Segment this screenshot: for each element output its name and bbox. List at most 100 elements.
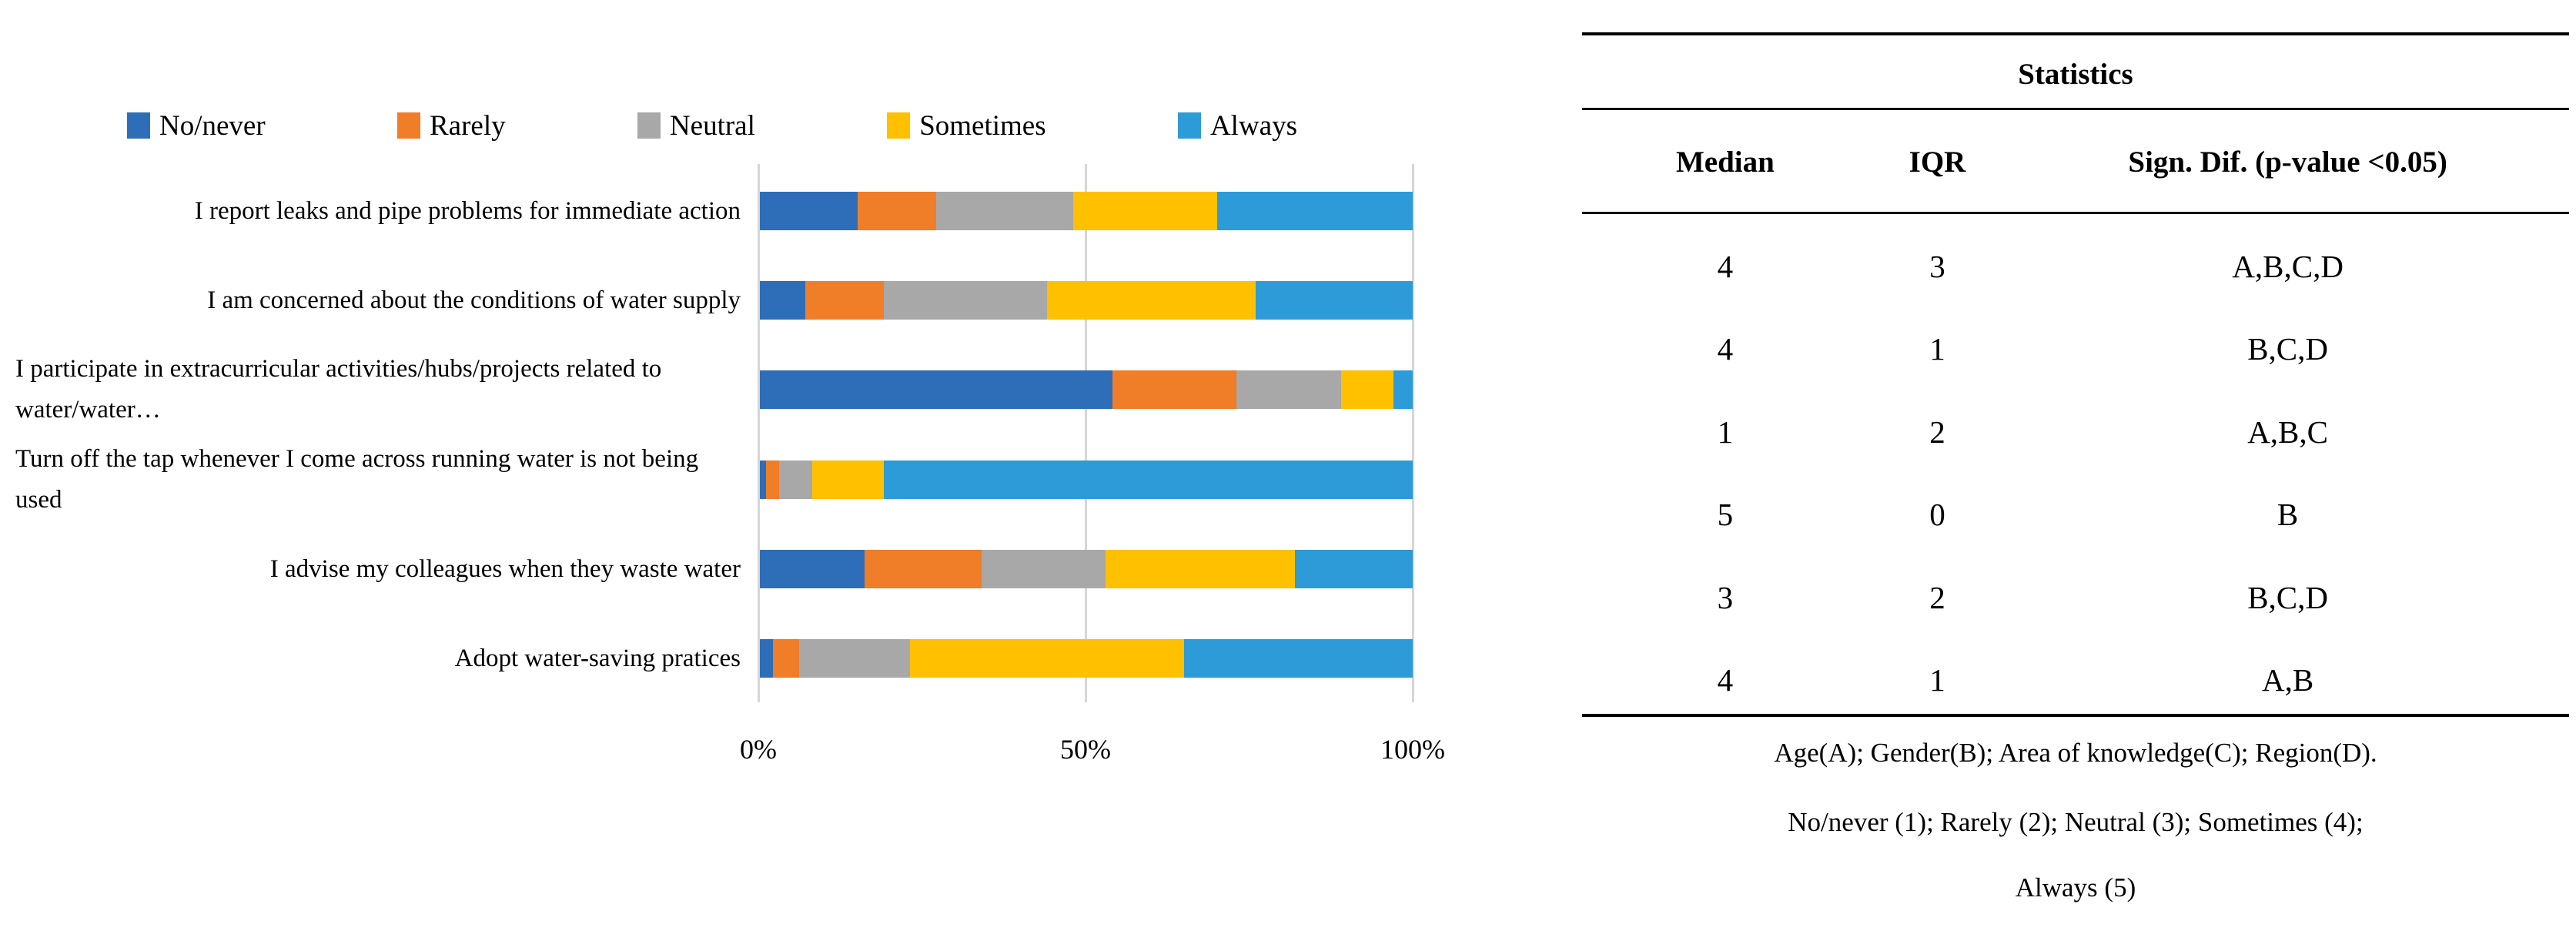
- chart-legend: No/never Rarely Neutral Sometimes Always: [127, 108, 1297, 143]
- bar-segment-rarely: [772, 639, 799, 678]
- bar-segment-sometimes: [910, 639, 1185, 678]
- category-label-text: I participate in extracurricular activit…: [15, 355, 662, 424]
- cell-median: 4: [1717, 331, 1734, 367]
- table-row: 4 1 A,B: [1582, 639, 2569, 722]
- bar-segment-rarely: [864, 550, 982, 588]
- bar-segment-rarely: [766, 460, 780, 499]
- bar-segment-no-never: [760, 370, 1112, 409]
- table-footnote-line-2: No/never (1); Rarely (2); Neutral (3); S…: [1788, 807, 2364, 837]
- x-axis: 0% 50% 100%: [740, 734, 1445, 765]
- category-labels: I report leaks and pipe problems for imm…: [15, 169, 741, 701]
- category-label-text: Turn off the tap whenever I come across …: [15, 445, 699, 514]
- legend-item-always: Always: [1177, 109, 1297, 142]
- legend-swatch-sometimes-icon: [887, 112, 911, 139]
- table-body: 4 3 A,B,C,D 4 1 B,C,D 1 2 A,B,C 5 0 B 3 2 B,C,D 4 1 A,B: [1582, 0, 2569, 931]
- bar-segment-rarely: [805, 281, 885, 320]
- x-axis-tick-label-100: 100%: [1380, 734, 1445, 765]
- table-footnote-line-1: Age(A); Gender(B); Area of knowledge(C);…: [1774, 738, 2377, 768]
- cell-sign-dif: A,B: [2261, 662, 2314, 698]
- legend-label: Always: [1209, 109, 1297, 142]
- table-rule-under-title: [1582, 108, 2569, 110]
- gridline-50: [1084, 164, 1087, 702]
- bar-segment-no-never: [760, 550, 865, 588]
- stacked-bar-chart: No/never Rarely Neutral Sometimes Always I r…: [15, 108, 1445, 765]
- x-axis-tick-label-50: 50%: [1060, 734, 1111, 765]
- cell-median: 4: [1717, 662, 1734, 698]
- bar-segment-neutral: [982, 550, 1106, 588]
- x-axis-tick-label-0: 0%: [740, 734, 777, 765]
- cell-median: 3: [1717, 579, 1734, 615]
- legend-swatch-neutral-icon: [637, 112, 661, 139]
- cell-iqr: 0: [1929, 497, 1945, 532]
- category-label: I advise my colleagues when they waste w…: [15, 527, 741, 611]
- bar-row-5: [760, 550, 1413, 588]
- bar-row-1: [760, 192, 1413, 230]
- bar-segment-neutral: [1236, 370, 1341, 409]
- column-header-sign-dif: Sign. Dif. (p-value <0.05): [2128, 145, 2447, 179]
- column-header-median: Median: [1675, 145, 1775, 179]
- cell-sign-dif: B,C,D: [2247, 579, 2328, 615]
- bar-segment-sometimes: [1047, 281, 1256, 320]
- category-label: Adopt water-saving pratices: [15, 616, 741, 701]
- bar-segment-always: [884, 460, 1413, 499]
- bar-segment-neutral: [884, 281, 1048, 320]
- bar-segment-always: [1295, 550, 1413, 588]
- cell-iqr: 3: [1929, 248, 1945, 284]
- bar-segment-always: [1393, 370, 1413, 409]
- legend-label: Rarely: [429, 109, 506, 142]
- bar-row-3: [760, 370, 1413, 409]
- table-row: 3 2 B,C,D: [1582, 556, 2569, 638]
- bar-segment-neutral: [798, 639, 911, 678]
- category-label-text: I report leaks and pipe problems for imm…: [194, 196, 741, 225]
- bar-segment-rarely: [858, 192, 936, 230]
- bar-segment-no-never: [760, 192, 858, 230]
- bar-row-6: [760, 639, 1413, 678]
- bar-segment-sometimes: [811, 460, 885, 499]
- plot-area: [757, 164, 1414, 702]
- cell-sign-dif: A,B,C,D: [2232, 248, 2343, 284]
- column-header-iqr: IQR: [1909, 145, 1966, 179]
- bar-segment-sometimes: [1106, 550, 1296, 588]
- table-footnote-line-3: Always (5): [2015, 872, 2136, 903]
- table-row: 4 1 B,C,D: [1582, 308, 2569, 390]
- cell-iqr: 2: [1929, 579, 1945, 615]
- bar-segment-rarely: [1112, 370, 1237, 409]
- cell-iqr: 2: [1929, 414, 1945, 450]
- gridline-100: [1411, 164, 1414, 702]
- legend-item-sometimes: Sometimes: [887, 109, 1046, 142]
- bar-segment-always: [1256, 281, 1413, 320]
- legend-item-rarely: Rarely: [396, 109, 506, 142]
- cell-sign-dif: B: [2277, 497, 2299, 532]
- table-footnotes: Age(A); Gender(B); Area of knowledge(C);…: [1582, 0, 2569, 931]
- legend-item-no-never: No/never: [127, 109, 266, 142]
- legend-label: No/never: [159, 109, 266, 142]
- category-label: I participate in extracurricular activit…: [15, 347, 741, 432]
- table-header-row: Median IQR Sign. Dif. (p-value <0.05): [1582, 129, 2569, 194]
- legend-swatch-always-icon: [1177, 112, 1201, 139]
- cell-median: 5: [1717, 497, 1734, 532]
- legend-swatch-no-never-icon: [127, 112, 150, 139]
- category-label: I report leaks and pipe problems for imm…: [15, 169, 741, 253]
- cell-iqr: 1: [1929, 331, 1945, 367]
- bar-segment-always: [1216, 192, 1413, 230]
- legend-swatch-rarely-icon: [396, 112, 420, 139]
- bar-row-4: [760, 460, 1413, 499]
- cell-sign-dif: A,B,C: [2247, 414, 2328, 450]
- category-label-text: I am concerned about the conditions of w…: [207, 286, 741, 314]
- cell-sign-dif: B,C,D: [2247, 331, 2328, 367]
- bar-segment-sometimes: [1340, 370, 1393, 409]
- bar-segment-always: [1184, 639, 1413, 678]
- table-row: 1 2 A,B,C: [1582, 390, 2569, 473]
- cell-median: 4: [1717, 248, 1734, 284]
- legend-item-neutral: Neutral: [637, 109, 755, 142]
- table-rule-bottom: [1582, 714, 2569, 717]
- bar-segment-no-never: [760, 281, 806, 320]
- legend-label: Neutral: [669, 109, 755, 142]
- bar-segment-neutral: [935, 192, 1074, 230]
- category-label-text: I advise my colleagues when they waste w…: [269, 554, 741, 583]
- cell-median: 1: [1717, 414, 1734, 450]
- table-row: 5 0 B: [1582, 474, 2569, 556]
- table-rule-under-header: [1582, 212, 2569, 214]
- legend-label: Sometimes: [919, 109, 1046, 142]
